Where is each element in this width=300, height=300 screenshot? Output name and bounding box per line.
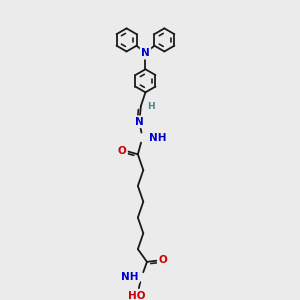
Text: NH: NH — [121, 272, 139, 282]
Text: O: O — [118, 146, 126, 156]
Text: NH: NH — [149, 133, 166, 142]
Text: N: N — [141, 48, 150, 58]
Text: O: O — [158, 255, 167, 265]
Text: N: N — [135, 117, 144, 127]
Text: HO: HO — [128, 291, 145, 300]
Text: H: H — [148, 101, 155, 110]
